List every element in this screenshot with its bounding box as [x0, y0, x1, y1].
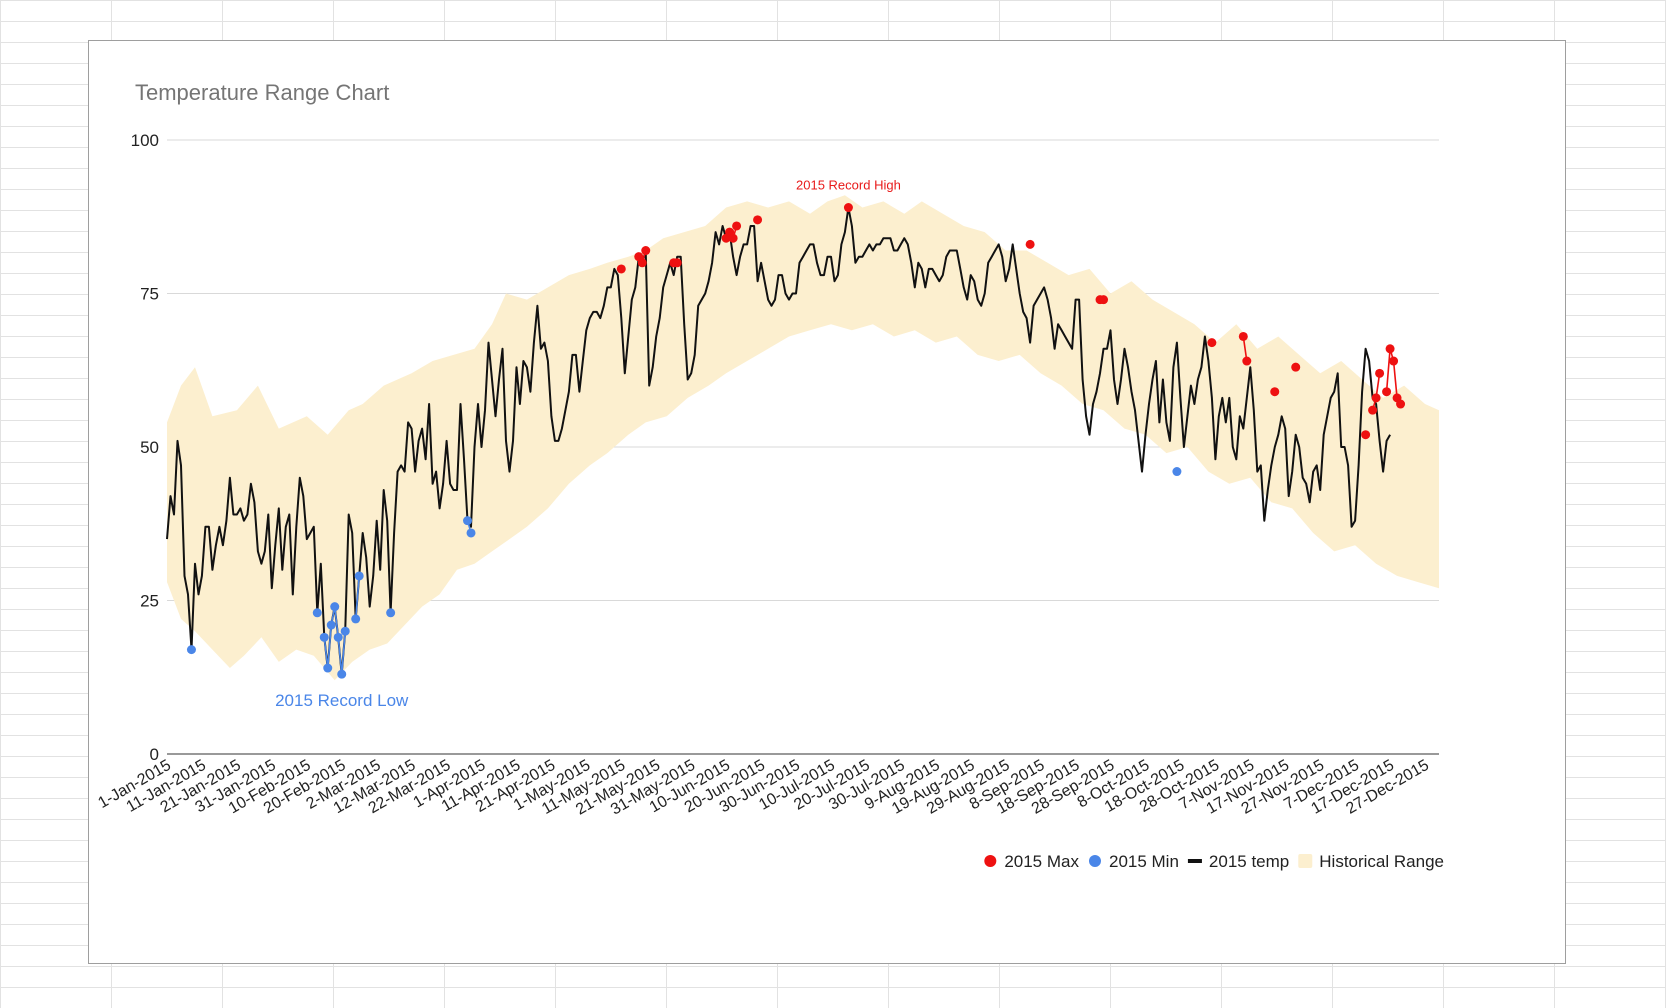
max-2015-point [1238, 331, 1248, 341]
max-2015-point [1291, 362, 1301, 372]
y-tick-label: 25 [140, 592, 159, 611]
min-2015-point [386, 608, 396, 618]
record-connector [354, 575, 360, 619]
max-2015-point [728, 233, 738, 243]
max-2015-point [637, 258, 647, 268]
min-2015-point [330, 602, 340, 612]
legend-item-historical-range[interactable]: Historical Range [1298, 852, 1444, 871]
max-2015-point [641, 246, 651, 256]
y-tick-label: 75 [140, 285, 159, 304]
min-2015-point [1172, 467, 1182, 477]
max-2015-point [1368, 405, 1378, 415]
max-2015-point [843, 203, 853, 213]
historical-range-layer [167, 195, 1439, 681]
chart-container: Temperature Range Chart 0 25 50 75 100 1-Jan-… [88, 40, 1566, 964]
max-2015-point [1382, 387, 1392, 397]
max-2015-point [1025, 239, 1035, 249]
record-points-layer [186, 203, 1406, 679]
min-2015-point [319, 632, 329, 642]
min-2015-point [340, 626, 350, 636]
legend-label: 2015 temp [1209, 852, 1289, 871]
min-2015-point [326, 620, 336, 630]
max-2015-point [1099, 295, 1109, 305]
max-2015-point [753, 215, 763, 225]
min-2015-point [312, 608, 322, 618]
historical-range-band [167, 195, 1439, 681]
record-high-annotation: 2015 Record High [796, 178, 901, 193]
y-tick-label: 100 [131, 131, 159, 150]
max-2015-point [1385, 344, 1395, 354]
min-2015-point [351, 614, 361, 624]
max-2015-point [616, 264, 626, 274]
min-2015-point [186, 645, 196, 655]
legend-swatch-dot [984, 855, 997, 867]
min-2015-point [354, 571, 364, 581]
legend-item-2015-temp[interactable]: 2015 temp [1187, 852, 1289, 871]
legend-swatch-line [1187, 859, 1202, 863]
legend-swatch-dot [1088, 855, 1101, 867]
max-2015-point [1371, 393, 1381, 403]
record-connector [1392, 360, 1398, 398]
max-2015-point [1207, 338, 1217, 348]
chart-title: Temperature Range Chart [135, 80, 389, 105]
max-2015-point [1361, 430, 1371, 440]
temp-2015-line [166, 206, 1391, 676]
max-2015-point [1389, 356, 1399, 366]
min-2015-point [463, 516, 473, 526]
max-2015-point [1396, 399, 1406, 409]
legend-item-2015-max[interactable]: 2015 Max [984, 852, 1079, 871]
min-2015-point [337, 669, 347, 679]
record-connector [1385, 348, 1391, 392]
chart-svg: Temperature Range Chart 02550751001-Jan-… [95, 80, 1444, 871]
y-tick-label: 0 [150, 745, 159, 764]
min-2015-point [333, 632, 343, 642]
record-connector [323, 637, 329, 669]
record-connector [333, 606, 340, 638]
max-2015-point [1375, 368, 1385, 378]
annotation-layer: 2015 Record High 2015 Record Low [275, 178, 901, 711]
max-2015-point [732, 221, 742, 231]
legend-label: Historical Range [1319, 852, 1444, 871]
legend-swatch-area [1298, 854, 1313, 868]
min-2015-point [323, 663, 333, 673]
legend-label: 2015 Max [1004, 852, 1079, 871]
record-connector [340, 631, 347, 675]
max-2015-point [1242, 356, 1252, 366]
record-low-annotation: 2015 Record Low [275, 691, 409, 710]
record-connector [337, 637, 343, 675]
y-tick-label: 50 [140, 438, 159, 457]
min-2015-point [466, 528, 476, 538]
max-2015-point [672, 258, 682, 268]
legend-label: 2015 Min [1109, 852, 1179, 871]
legend-item-2015-min[interactable]: 2015 Min [1088, 852, 1179, 871]
max-2015-point [1270, 387, 1280, 397]
record-connector [326, 624, 333, 669]
temp-line-layer [166, 206, 1391, 676]
legend[interactable]: Historical Range 2015 temp 2015 Min 2015 Ma… [984, 852, 1444, 871]
